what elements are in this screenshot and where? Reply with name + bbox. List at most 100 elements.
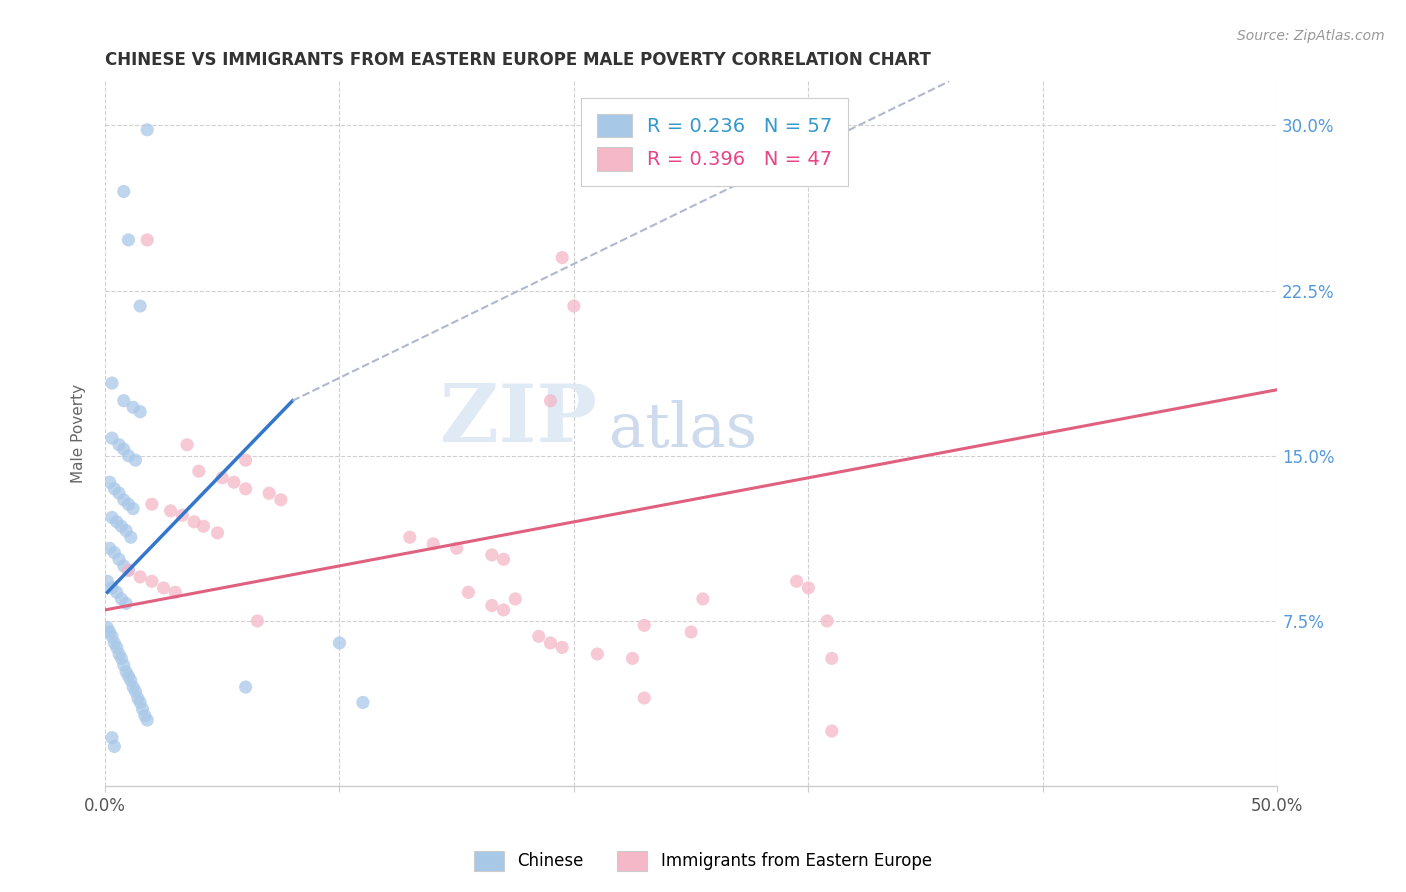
Point bbox=[98, 475, 121, 490]
Point bbox=[131, 702, 153, 716]
Point bbox=[98, 541, 121, 556]
Point bbox=[457, 585, 479, 599]
Point bbox=[105, 585, 128, 599]
Point bbox=[172, 508, 194, 523]
Point bbox=[398, 530, 420, 544]
Point bbox=[821, 651, 844, 665]
Point bbox=[112, 658, 135, 673]
Point bbox=[105, 640, 128, 655]
Point bbox=[235, 680, 257, 694]
Point bbox=[481, 548, 503, 562]
Point bbox=[127, 691, 149, 706]
Point bbox=[222, 475, 245, 490]
Point bbox=[115, 596, 138, 610]
Point bbox=[152, 581, 174, 595]
Text: atlas: atlas bbox=[609, 401, 758, 460]
Point bbox=[134, 708, 156, 723]
Point bbox=[821, 724, 844, 739]
Point bbox=[270, 492, 292, 507]
Point bbox=[112, 558, 135, 573]
Point bbox=[692, 591, 714, 606]
Point bbox=[187, 464, 209, 478]
Point bbox=[165, 585, 187, 599]
Point bbox=[159, 504, 181, 518]
Point bbox=[621, 651, 644, 665]
Point bbox=[112, 393, 135, 408]
Point bbox=[786, 574, 808, 589]
Point bbox=[110, 591, 132, 606]
Point bbox=[120, 530, 142, 544]
Point bbox=[103, 546, 125, 560]
Point bbox=[105, 515, 128, 529]
Point bbox=[98, 624, 121, 639]
Point bbox=[101, 581, 124, 595]
Point bbox=[446, 541, 468, 556]
Point bbox=[246, 614, 269, 628]
Point bbox=[117, 563, 139, 577]
Point bbox=[815, 614, 838, 628]
Point bbox=[540, 636, 562, 650]
Point bbox=[110, 519, 132, 533]
Y-axis label: Male Poverty: Male Poverty bbox=[72, 384, 86, 483]
Point bbox=[141, 574, 163, 589]
Point bbox=[141, 497, 163, 511]
Point bbox=[108, 647, 131, 661]
Point bbox=[129, 570, 152, 584]
Point bbox=[540, 393, 562, 408]
Point bbox=[176, 438, 198, 452]
Legend: R = 0.236   N = 57, R = 0.396   N = 47: R = 0.236 N = 57, R = 0.396 N = 47 bbox=[581, 98, 848, 186]
Point bbox=[551, 251, 574, 265]
Point bbox=[110, 651, 132, 665]
Point bbox=[112, 185, 135, 199]
Point bbox=[136, 233, 159, 247]
Point bbox=[352, 695, 374, 709]
Point bbox=[562, 299, 585, 313]
Legend: Chinese, Immigrants from Eastern Europe: Chinese, Immigrants from Eastern Europe bbox=[465, 842, 941, 880]
Point bbox=[117, 563, 139, 577]
Point bbox=[527, 629, 550, 643]
Point bbox=[122, 401, 145, 415]
Point bbox=[117, 669, 139, 683]
Point bbox=[117, 449, 139, 463]
Text: ZIP: ZIP bbox=[440, 381, 598, 458]
Point bbox=[101, 431, 124, 445]
Point bbox=[101, 731, 124, 745]
Point bbox=[117, 497, 139, 511]
Point bbox=[235, 453, 257, 467]
Point bbox=[120, 673, 142, 688]
Point bbox=[136, 713, 159, 727]
Point bbox=[207, 525, 229, 540]
Point bbox=[422, 537, 444, 551]
Point bbox=[101, 510, 124, 524]
Point bbox=[193, 519, 215, 533]
Point bbox=[797, 581, 820, 595]
Point bbox=[103, 482, 125, 496]
Point bbox=[481, 599, 503, 613]
Point bbox=[503, 591, 526, 606]
Point bbox=[211, 471, 233, 485]
Point bbox=[633, 618, 655, 632]
Point bbox=[96, 621, 118, 635]
Point bbox=[101, 376, 124, 390]
Point bbox=[124, 684, 146, 698]
Point bbox=[122, 680, 145, 694]
Point bbox=[108, 552, 131, 566]
Point bbox=[108, 438, 131, 452]
Point bbox=[257, 486, 280, 500]
Point bbox=[633, 691, 655, 706]
Point bbox=[103, 739, 125, 754]
Point bbox=[101, 629, 124, 643]
Point bbox=[136, 123, 159, 137]
Point bbox=[129, 299, 152, 313]
Point bbox=[117, 233, 139, 247]
Text: Source: ZipAtlas.com: Source: ZipAtlas.com bbox=[1237, 29, 1385, 43]
Point bbox=[122, 501, 145, 516]
Point bbox=[551, 640, 574, 655]
Point bbox=[112, 492, 135, 507]
Point bbox=[115, 524, 138, 538]
Point bbox=[328, 636, 350, 650]
Text: CHINESE VS IMMIGRANTS FROM EASTERN EUROPE MALE POVERTY CORRELATION CHART: CHINESE VS IMMIGRANTS FROM EASTERN EUROP… bbox=[105, 51, 931, 69]
Point bbox=[492, 552, 515, 566]
Point bbox=[129, 405, 152, 419]
Point bbox=[586, 647, 609, 661]
